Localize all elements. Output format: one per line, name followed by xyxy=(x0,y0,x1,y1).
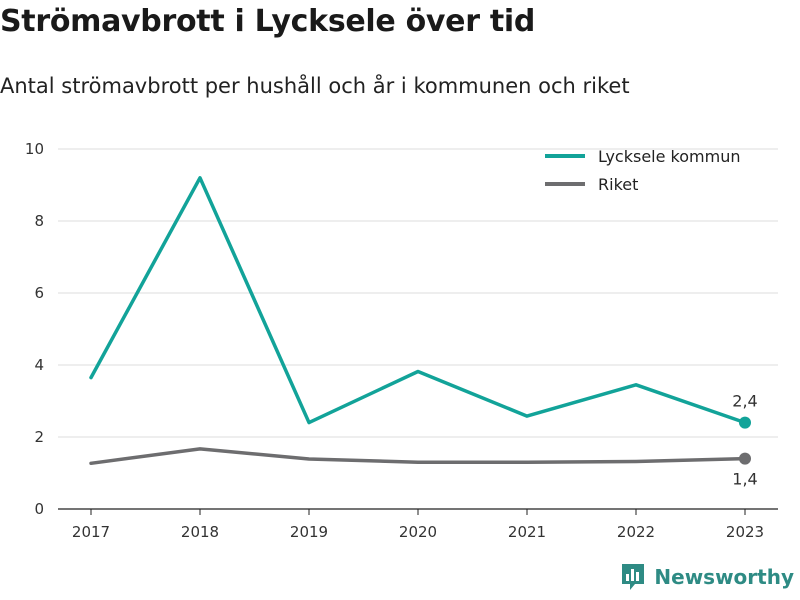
series-line-0 xyxy=(89,176,747,425)
x-tick-label: 2019 xyxy=(290,523,328,541)
end-point-marker-1 xyxy=(739,452,751,465)
chart-title: Strömavbrott i Lycksele över tid xyxy=(0,4,536,39)
y-tick-label: 6 xyxy=(34,284,44,302)
data-label-0: 2,4 xyxy=(732,392,757,411)
brand-name: Newsworthy xyxy=(654,565,794,589)
bar-chart-logo-icon xyxy=(622,564,645,590)
x-tick-label: 2023 xyxy=(726,523,764,541)
x-tick-label: 2022 xyxy=(617,523,655,541)
y-tick-label: 2 xyxy=(34,428,44,446)
legend-label-1: Riket xyxy=(598,175,638,194)
brand-logo: Newsworthy xyxy=(620,562,794,592)
data-label-1: 1,4 xyxy=(732,470,757,489)
series-line-1 xyxy=(89,447,747,466)
y-tick-label: 4 xyxy=(34,356,44,374)
x-tick-label: 2021 xyxy=(508,523,546,541)
y-tick-label: 0 xyxy=(34,500,44,518)
x-tick-label: 2017 xyxy=(72,523,110,541)
chart-subtitle: Antal strömavbrott per hushåll och år i … xyxy=(0,74,630,98)
end-point-marker-0 xyxy=(739,416,751,429)
x-tick-label: 2020 xyxy=(399,523,437,541)
legend-label-0: Lycksele kommun xyxy=(598,147,740,166)
x-tick-label: 2018 xyxy=(181,523,219,541)
y-tick-label: 10 xyxy=(25,140,44,158)
y-tick-label: 8 xyxy=(34,212,44,230)
